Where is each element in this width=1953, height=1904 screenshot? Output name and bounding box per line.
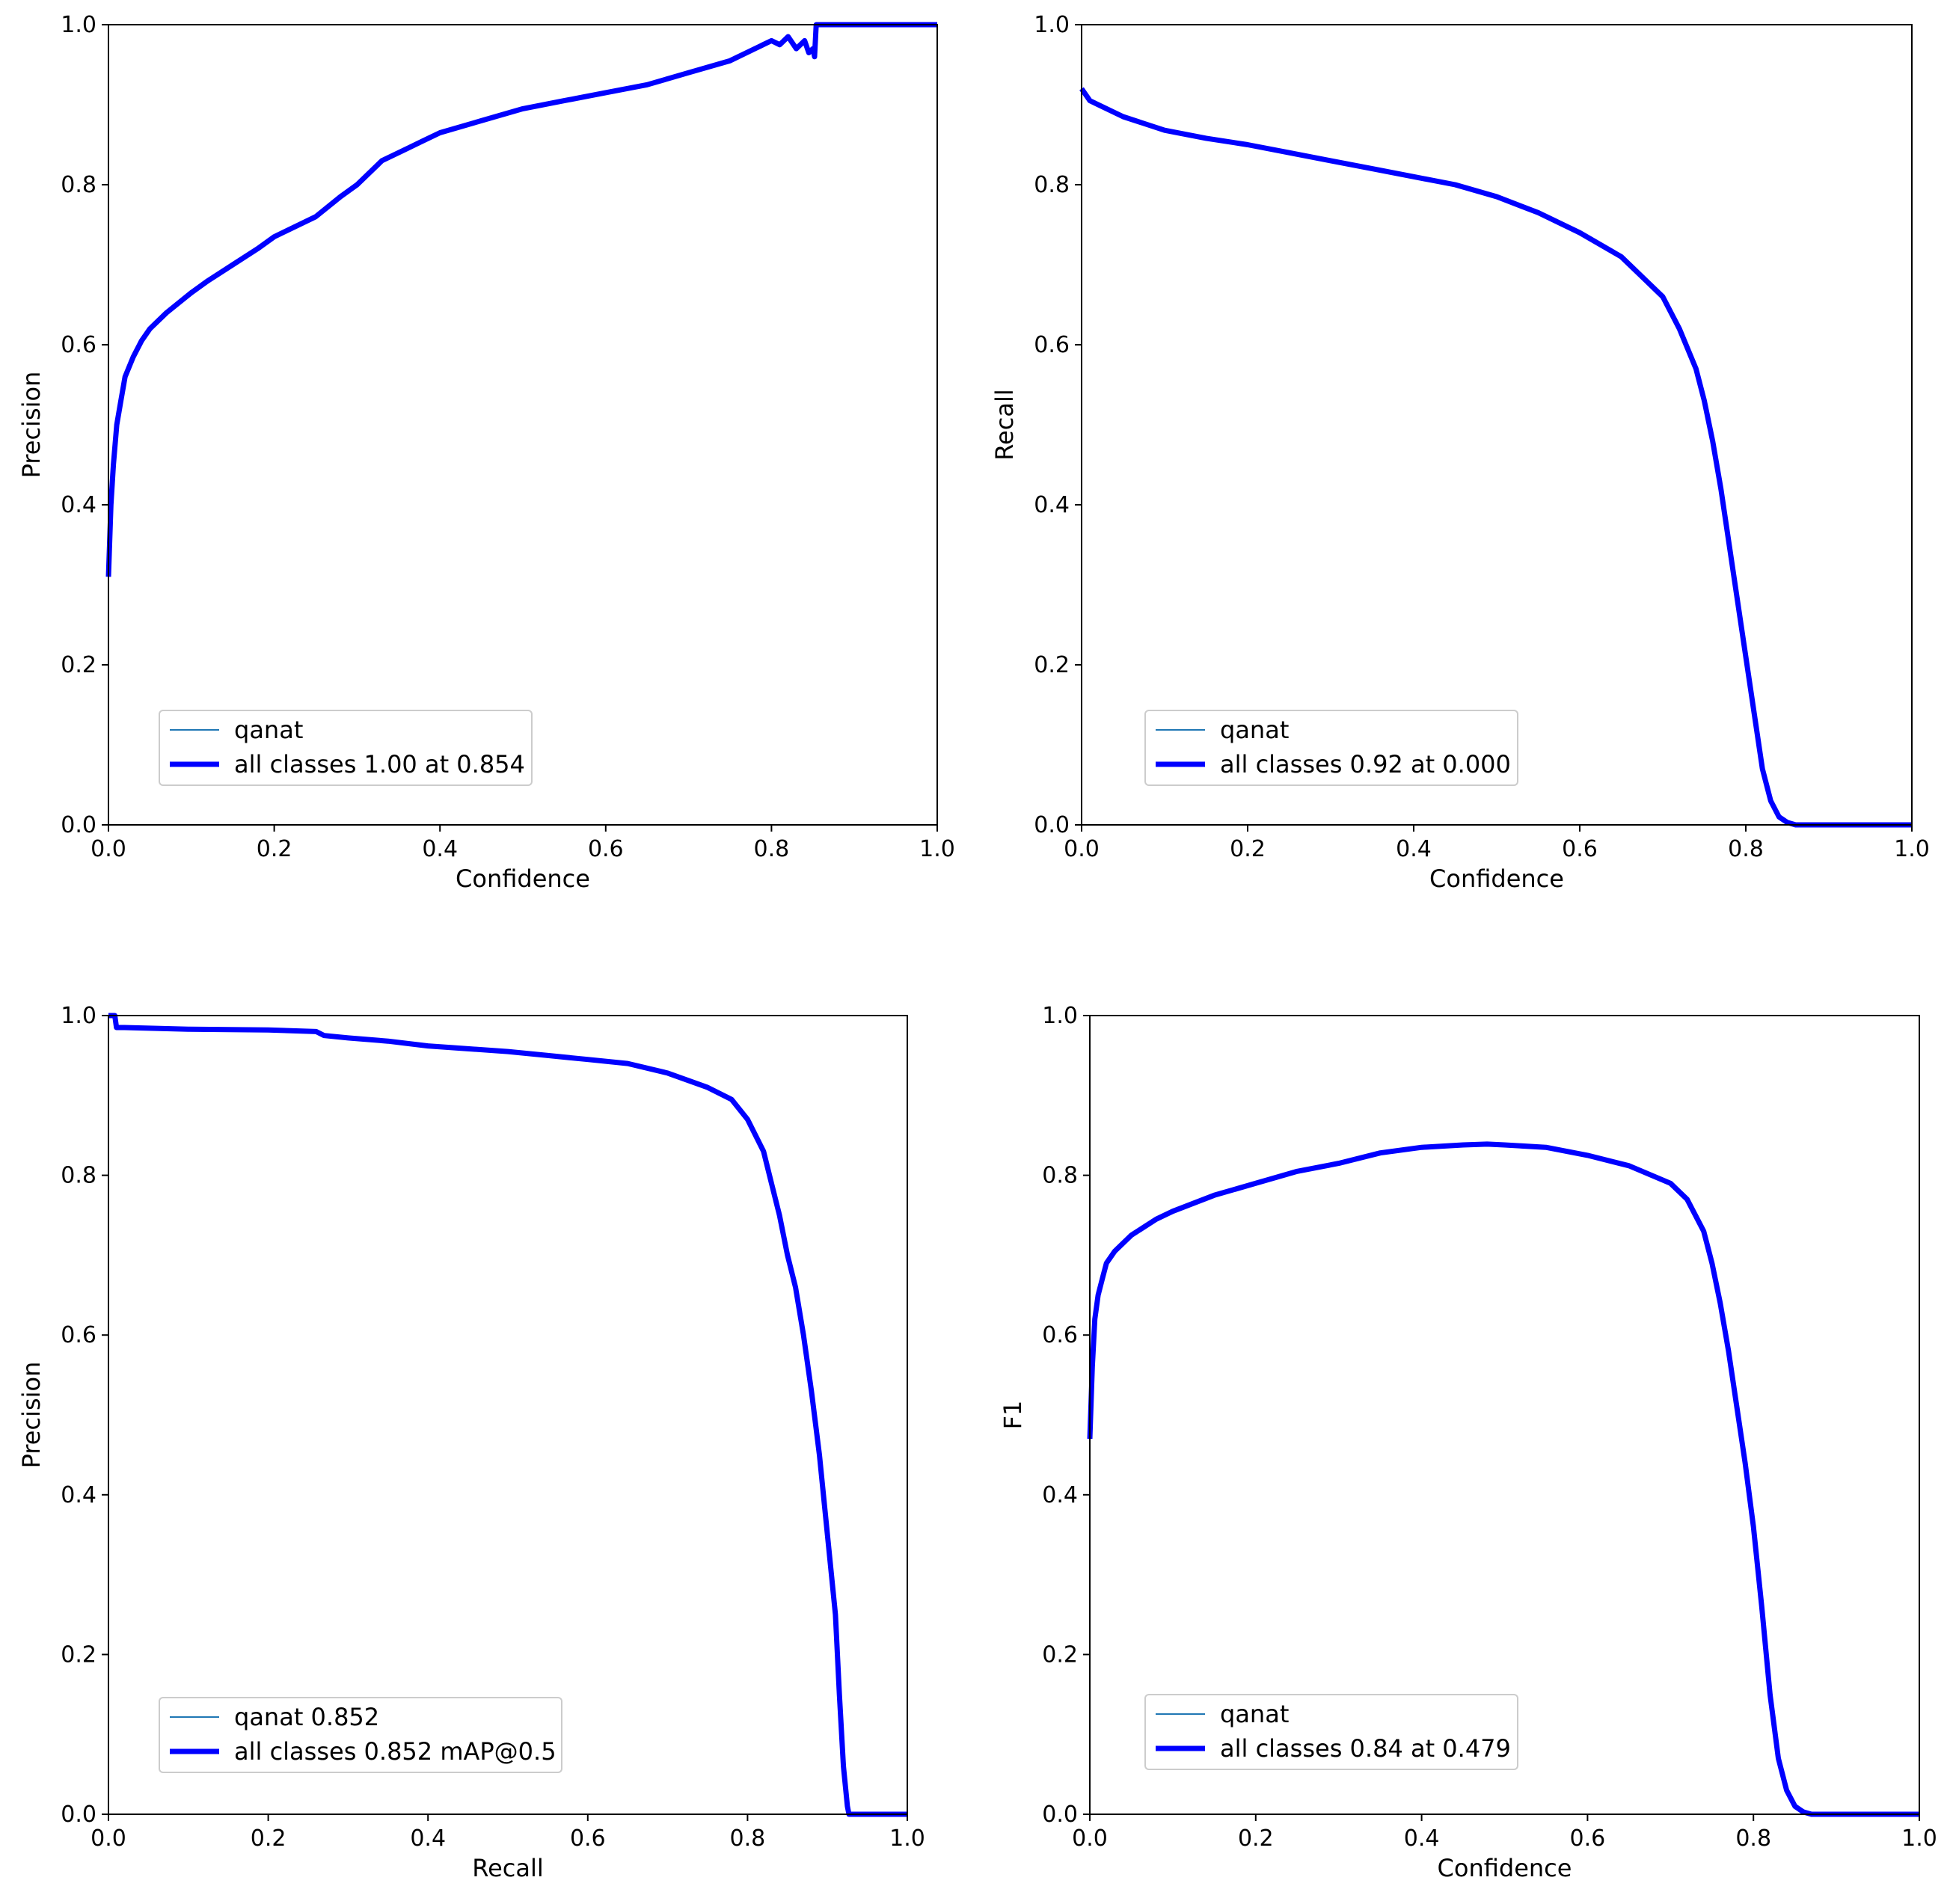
- precision-confidence-x-tick-label: 0.0: [91, 836, 126, 862]
- f1-confidence-all-classes-line: [1087, 1141, 1919, 1817]
- f1-confidence-y-tick-label: 0.2: [1042, 1642, 1078, 1668]
- recall-confidence-y-tick-label: 1.0: [1034, 12, 1070, 38]
- precision-recall-x-tick-label: 0.0: [91, 1825, 126, 1852]
- f1-confidence-legend: qanat all classes 0.84 at 0.479: [1144, 1694, 1518, 1770]
- precision-confidence-y-tick-label: 1.0: [61, 12, 96, 38]
- precision-confidence-y-tick-label: 0.2: [61, 652, 96, 678]
- recall-confidence-y-tick-label: 0.6: [1034, 332, 1070, 358]
- recall-confidence-legend-class-label: qanat: [1220, 716, 1289, 744]
- precision-confidence-y-tick-label: 0.4: [61, 492, 96, 518]
- recall-confidence-legend: qanat all classes 0.92 at 0.000: [1144, 710, 1518, 786]
- precision-confidence-x-tick-label: 0.2: [257, 836, 292, 862]
- f1-confidence-y-tick-label: 1.0: [1042, 1003, 1078, 1029]
- precision-recall-y-tick-label: 0.2: [61, 1642, 96, 1668]
- precision-recall-y-tick-label: 1.0: [61, 1003, 96, 1029]
- precision-confidence-x-tick-label: 1.0: [919, 836, 955, 862]
- f1-confidence-x-tick-label: 0.6: [1570, 1825, 1606, 1852]
- f1-confidence-y-tick-label: 0.0: [1042, 1802, 1078, 1828]
- precision-confidence-y-tick-label: 0.0: [61, 812, 96, 838]
- precision-recall-y-tick-label: 0.0: [61, 1802, 96, 1828]
- precision-confidence-all-classes-line: [105, 22, 937, 577]
- precision-recall-legend-all-classes-label: all classes 0.852 mAP@0.5: [234, 1737, 557, 1766]
- recall-confidence-y-tick-label: 0.4: [1034, 492, 1070, 518]
- recall-confidence-x-tick-label: 1.0: [1894, 836, 1930, 862]
- recall-confidence-x-tick-label: 0.4: [1396, 836, 1432, 862]
- recall-confidence-x-tick-label: 0.2: [1230, 836, 1266, 862]
- precision-confidence-x-tick-label: 0.8: [754, 836, 790, 862]
- precision-recall-x-axis-label: Recall: [472, 1854, 543, 1882]
- recall-confidence-frame: [1081, 24, 1913, 826]
- f1-confidence-y-tick-label: 0.6: [1042, 1322, 1078, 1348]
- recall-confidence-x-tick-label: 0.8: [1728, 836, 1764, 862]
- recall-confidence-legend-all-classes-label: all classes 0.92 at 0.000: [1220, 750, 1511, 779]
- f1-confidence-frame: [1089, 1015, 1920, 1815]
- precision-confidence-y-tick-label: 0.6: [61, 332, 96, 358]
- precision-confidence-legend-box: [159, 710, 533, 786]
- precision-recall-y-tick-label: 0.6: [61, 1322, 96, 1348]
- recall-confidence-chart: 0.0 0.2 0.4 0.6 0.8 1.0 0.0 0.2 0.4 0.6 0.8 1.0 Conf…: [990, 12, 1930, 893]
- f1-confidence-legend-all-classes-label: all classes 0.84 at 0.479: [1220, 1734, 1511, 1763]
- precision-confidence-legend: qanat all classes 1.00 at 0.854: [159, 710, 533, 786]
- f1-confidence-y-tick-label: 0.4: [1042, 1482, 1078, 1508]
- precision-confidence-frame: [108, 24, 938, 826]
- f1-confidence-x-tick-label: 0.2: [1238, 1825, 1274, 1852]
- precision-confidence-x-tick-label: 0.6: [588, 836, 624, 862]
- recall-confidence-y-tick-label: 0.2: [1034, 652, 1070, 678]
- recall-confidence-x-axis-label: Confidence: [1429, 865, 1564, 893]
- recall-confidence-x-tick-label: 0.6: [1562, 836, 1598, 862]
- f1-confidence-x-axis-label: Confidence: [1438, 1854, 1572, 1882]
- f1-confidence-y-axis-label: F1: [999, 1401, 1027, 1430]
- f1-confidence-legend-class-label: qanat: [1220, 1700, 1289, 1728]
- precision-recall-chart: 0.0 0.2 0.4 0.6 0.8 1.0 0.0 0.2 0.4 0.6 0.8 1.0 Reca…: [17, 1003, 925, 1882]
- recall-confidence-y-axis-label: Recall: [990, 389, 1019, 460]
- precision-confidence-legend-class-label: qanat: [234, 716, 303, 744]
- precision-recall-all-classes-line: [108, 1013, 907, 1817]
- precision-confidence-chart: 0.0 0.2 0.4 0.6 0.8 1.0 0.0 0.2 0.4 0.6 0.8 1.0 Conf…: [17, 12, 955, 893]
- precision-recall-y-tick-label: 0.4: [61, 1482, 96, 1508]
- precision-recall-legend-box: [159, 1697, 562, 1773]
- precision-recall-x-tick-label: 0.8: [730, 1825, 766, 1852]
- precision-confidence-x-axis-label: Confidence: [456, 865, 590, 893]
- precision-recall-x-tick-label: 0.6: [570, 1825, 606, 1852]
- precision-recall-legend-class-label: qanat 0.852: [234, 1703, 379, 1731]
- f1-confidence-chart: 0.0 0.2 0.4 0.6 0.8 1.0 0.0 0.2 0.4 0.6 0.8 1.0 Conf…: [999, 1003, 1937, 1882]
- precision-recall-legend: qanat 0.852 all classes 0.852 mAP@0.5: [159, 1697, 562, 1773]
- f1-confidence-x-tick-label: 1.0: [1901, 1825, 1937, 1852]
- recall-confidence-all-classes-line: [1079, 87, 1912, 828]
- precision-confidence-legend-all-classes-label: all classes 1.00 at 0.854: [234, 750, 525, 779]
- precision-confidence-y-axis-label: Precision: [17, 372, 46, 479]
- precision-recall-x-tick-label: 1.0: [889, 1825, 925, 1852]
- recall-confidence-legend-box: [1144, 710, 1518, 786]
- precision-recall-y-axis-label: Precision: [17, 1362, 46, 1469]
- precision-confidence-y-tick-label: 0.8: [61, 172, 96, 198]
- precision-recall-x-tick-label: 0.2: [251, 1825, 286, 1852]
- f1-confidence-x-tick-label: 0.4: [1404, 1825, 1440, 1852]
- f1-confidence-legend-box: [1144, 1694, 1518, 1770]
- precision-recall-x-tick-label: 0.4: [410, 1825, 446, 1852]
- f1-confidence-x-tick-label: 0.0: [1072, 1825, 1108, 1852]
- f1-confidence-x-tick-label: 0.8: [1735, 1825, 1771, 1852]
- precision-confidence-x-tick-label: 0.4: [422, 836, 458, 862]
- f1-confidence-y-tick-label: 0.8: [1042, 1163, 1078, 1189]
- recall-confidence-y-tick-label: 0.8: [1034, 172, 1070, 198]
- precision-recall-y-tick-label: 0.8: [61, 1163, 96, 1189]
- recall-confidence-y-tick-label: 0.0: [1034, 812, 1070, 838]
- precision-recall-frame: [108, 1015, 908, 1815]
- recall-confidence-x-tick-label: 0.0: [1064, 836, 1100, 862]
